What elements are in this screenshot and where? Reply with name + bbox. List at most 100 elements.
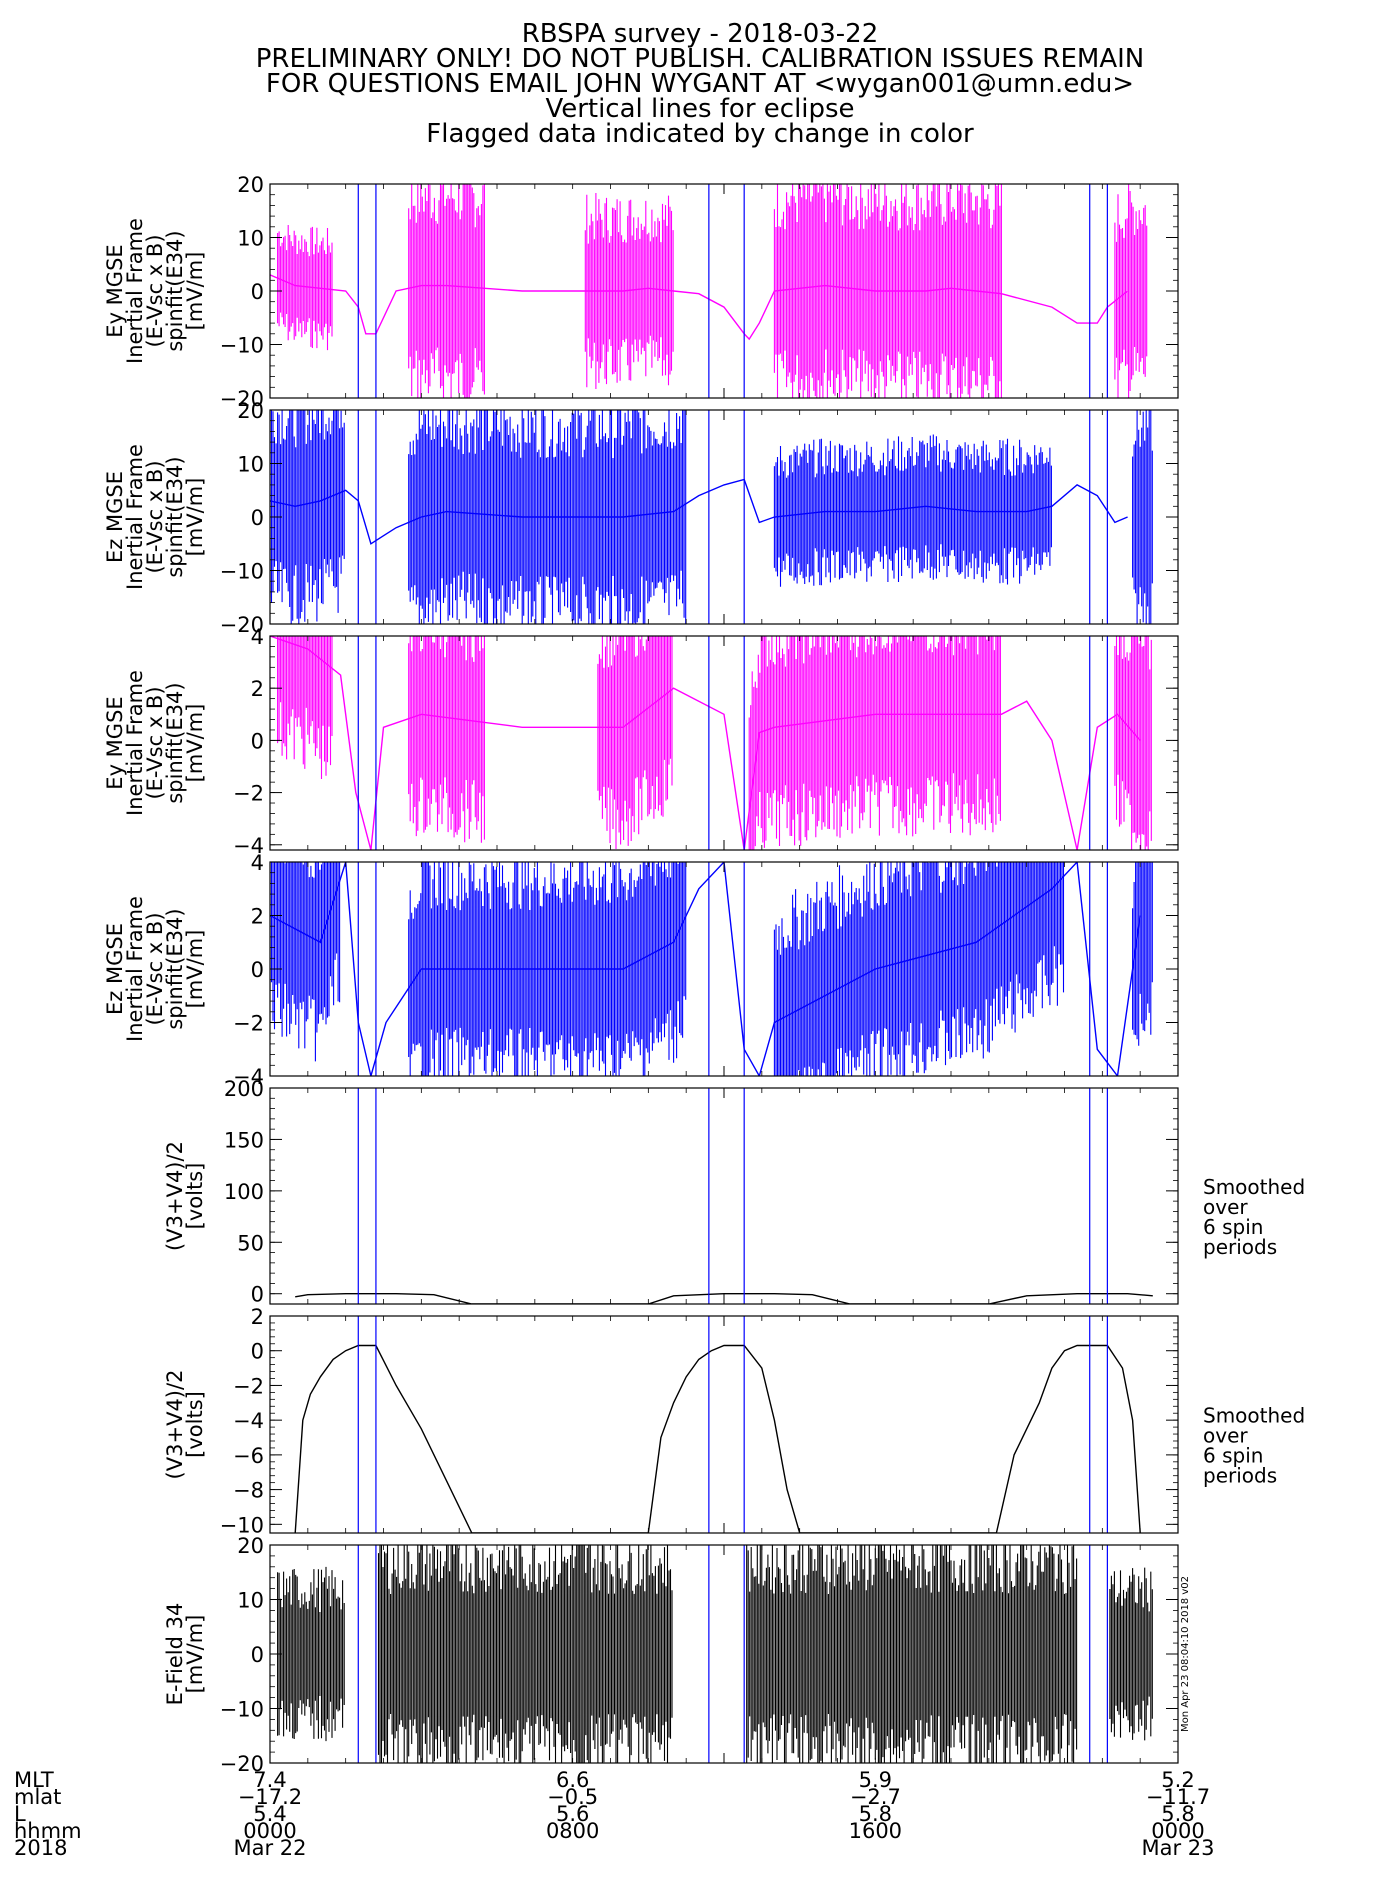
y-axis-label: E-Field 34: [163, 1603, 187, 1706]
x-tick-value: 1600: [849, 1819, 902, 1843]
y-tick-label: 0: [251, 280, 264, 304]
y-axis-label: [mV/m]: [183, 252, 207, 331]
y-tick-label: −20: [220, 613, 264, 637]
version-stamp: Mon Apr 23 08:04:10 2018 v02: [1180, 1576, 1191, 1732]
side-label: 6 spin: [1203, 1215, 1263, 1239]
y-axis-label: (V3+V4)/2: [163, 1141, 187, 1251]
y-tick-label: 2: [251, 1305, 264, 1329]
y-tick-label: 0: [251, 506, 264, 530]
y-tick-label: 20: [237, 399, 264, 423]
y-axis-label: (V3+V4)/2: [163, 1370, 187, 1480]
y-tick-label: −2: [233, 1374, 264, 1398]
burst-3: [1109, 1567, 1153, 1741]
y-tick-label: 10: [237, 1589, 264, 1613]
x-row-label: mlat: [14, 1785, 61, 1809]
y-tick-label: −4: [233, 1409, 264, 1433]
y-tick-label: 0: [251, 1340, 264, 1364]
side-label: Smoothed: [1203, 1175, 1305, 1199]
x-tick-value: 5.6: [556, 1802, 589, 1826]
x-tick-value: 5.9: [859, 1768, 892, 1792]
burst-3: [748, 636, 1001, 850]
y-axis-label: [volts]: [183, 1163, 207, 1230]
x-tick-value: −2.7: [850, 1785, 901, 1809]
title: RBSPA survey - 2018-03-22: [521, 19, 879, 49]
y-axis-label: Inertial Frame: [123, 896, 147, 1042]
y-axis-label: [mV/m]: [183, 1615, 207, 1694]
y-axis-label: Ey MGSE: [103, 696, 127, 789]
burst-4: [1114, 184, 1148, 398]
x-tick-value: −0.5: [547, 1785, 598, 1809]
burst-1: [408, 636, 485, 843]
y-tick-label: 10: [237, 453, 264, 477]
y-tick-label: 0: [251, 958, 264, 982]
x-tick-value: −17.2: [238, 1785, 302, 1809]
y-tick-label: −8: [233, 1479, 264, 1503]
burst-2: [773, 862, 1065, 1076]
side-label: over: [1203, 1424, 1248, 1448]
side-label: 6 spin: [1203, 1444, 1263, 1468]
y-tick-label: −4: [233, 1065, 264, 1089]
y-tick-label: 0: [251, 1643, 264, 1667]
warning-line-1: PRELIMINARY ONLY! DO NOT PUBLISH. CALIBR…: [255, 44, 1145, 74]
y-tick-label: −10: [220, 334, 264, 358]
burst-3: [1132, 862, 1153, 1046]
burst-1: [377, 1545, 673, 1763]
y-tick-label: −10: [220, 1698, 264, 1722]
y-axis-label: spinfit(E34): [163, 682, 187, 803]
x-row-label: L: [14, 1802, 26, 1826]
burst-2: [746, 1545, 1078, 1763]
y-tick-label: −4: [233, 834, 264, 858]
x-tick-value: 0000: [1151, 1819, 1204, 1843]
y-axis-label: Inertial Frame: [123, 670, 147, 816]
y-axis-label: Ey MGSE: [103, 244, 127, 337]
x-tick-value: 5.8: [859, 1802, 892, 1826]
y-axis-label: spinfit(E34): [163, 908, 187, 1029]
y-tick-label: −2: [233, 1012, 264, 1036]
series-line: [270, 636, 1141, 850]
y-tick-label: −10: [220, 1513, 264, 1537]
y-axis-label: Inertial Frame: [123, 218, 147, 364]
y-tick-label: −20: [220, 387, 264, 411]
y-tick-label: 2: [251, 905, 264, 929]
y-axis-label: [mV/m]: [183, 478, 207, 557]
x-row-label: 2018: [14, 1836, 67, 1860]
x-tick-value: 6.6: [556, 1768, 589, 1792]
x-tick-value: 7.4: [253, 1768, 286, 1792]
y-tick-label: 0: [251, 1283, 264, 1307]
y-tick-label: 50: [237, 1231, 264, 1255]
series-line: [270, 478, 1128, 545]
burst-0: [277, 636, 333, 779]
burst-4: [1114, 636, 1152, 850]
x-tick-value: Mar 23: [1141, 1836, 1214, 1860]
y-tick-label: 150: [224, 1128, 264, 1152]
y-axis-label: Ez MGSE: [103, 923, 127, 1015]
series-line: [294, 1344, 1141, 1533]
burst-0: [277, 225, 333, 351]
y-axis-label: spinfit(E34): [163, 230, 187, 351]
x-tick-value: 5.2: [1161, 1768, 1194, 1792]
panel-frame: [269, 1315, 1179, 1534]
series-line: [295, 1293, 1153, 1304]
y-tick-label: 4: [251, 851, 264, 875]
x-tick-value: 5.8: [1161, 1802, 1194, 1826]
note-eclipse: Vertical lines for eclipse: [545, 94, 855, 124]
y-axis-label: [mV/m]: [183, 704, 207, 783]
chart-header: RBSPA survey - 2018-03-22 PRELIMINARY ON…: [0, 19, 1400, 147]
series-line: [270, 274, 1129, 341]
y-tick-label: 20: [237, 173, 264, 197]
side-label: periods: [1203, 1235, 1277, 1259]
y-axis-label: (E-Vsc x B): [143, 686, 167, 799]
y-axis-label: (E-Vsc x B): [143, 912, 167, 1025]
series-line: [270, 862, 1141, 1076]
y-tick-label: −6: [233, 1444, 264, 1468]
x-tick-value: 0800: [546, 1819, 599, 1843]
y-tick-label: 200: [224, 1077, 264, 1101]
x-tick-value: Mar 22: [233, 1836, 306, 1860]
x-tick-value: 0000: [243, 1819, 296, 1843]
x-row-label: hhmm: [14, 1819, 82, 1843]
burst-2: [773, 434, 1052, 587]
y-tick-label: −10: [220, 560, 264, 584]
y-tick-label: 4: [251, 625, 264, 649]
panel-frame: [269, 183, 1179, 399]
y-axis-label: spinfit(E34): [163, 456, 187, 577]
